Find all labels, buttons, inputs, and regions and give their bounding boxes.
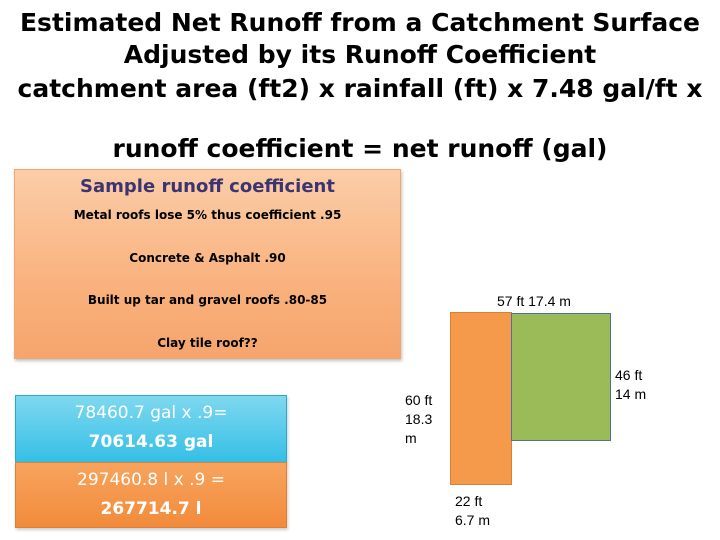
- dimension-left-ft: 60 ft: [405, 392, 433, 408]
- gallons-result: 70614.63 gal: [88, 432, 214, 452]
- dimension-bottom-m: 6.7 m: [455, 512, 491, 528]
- coefficient-clay-tile: Clay tile roof??: [157, 336, 258, 350]
- title-line-2: Adjusted by its Runoff Coefficient: [123, 40, 597, 69]
- dimension-right-m: 14 m: [615, 386, 647, 402]
- dimension-left-m-value: 18.3: [405, 411, 433, 427]
- dimension-left-label: 60 ft 18.3 m: [405, 391, 432, 448]
- runoff-coefficient-box: Sample runoff coefficient Metal roofs lo…: [14, 169, 401, 359]
- coefficient-concrete-asphalt: Concrete & Asphalt .90: [129, 251, 286, 265]
- formula-line-1: catchment area (ft2) x rainfall (ft) x 7…: [17, 74, 703, 103]
- title-line-1: Estimated Net Runoff from a Catchment Su…: [19, 8, 701, 37]
- dimension-left-m-unit: m: [405, 430, 417, 446]
- liters-result: 267714.7 l: [100, 499, 202, 519]
- liters-calculation-box: 297460.8 l x .9 = 267714.7 l: [15, 462, 287, 528]
- roof-section-left: [450, 312, 512, 485]
- coefficient-tar-gravel: Built up tar and gravel roofs .80-85: [87, 293, 328, 307]
- dimension-right-label: 46 ft 14 m: [615, 366, 646, 404]
- liters-expression: 297460.8 l x .9 =: [77, 470, 225, 490]
- dimension-right-ft: 46 ft: [615, 367, 643, 383]
- gallons-expression: 78460.7 gal x .9=: [74, 403, 228, 423]
- coefficient-box-title: Sample runoff coefficient: [80, 176, 335, 197]
- dimension-bottom-label: 22 ft 6.7 m: [455, 492, 490, 530]
- coefficient-metal-roofs: Metal roofs lose 5% thus coefficient .95: [73, 208, 342, 222]
- gallons-calculation-box: 78460.7 gal x .9= 70614.63 gal: [15, 395, 287, 463]
- dimension-bottom-ft: 22 ft: [455, 493, 483, 509]
- dimension-top-label: 57 ft 17.4 m: [497, 293, 571, 309]
- formula-line-2: runoff coefficient = net runoff (gal): [112, 134, 608, 163]
- roof-section-right: [511, 313, 611, 441]
